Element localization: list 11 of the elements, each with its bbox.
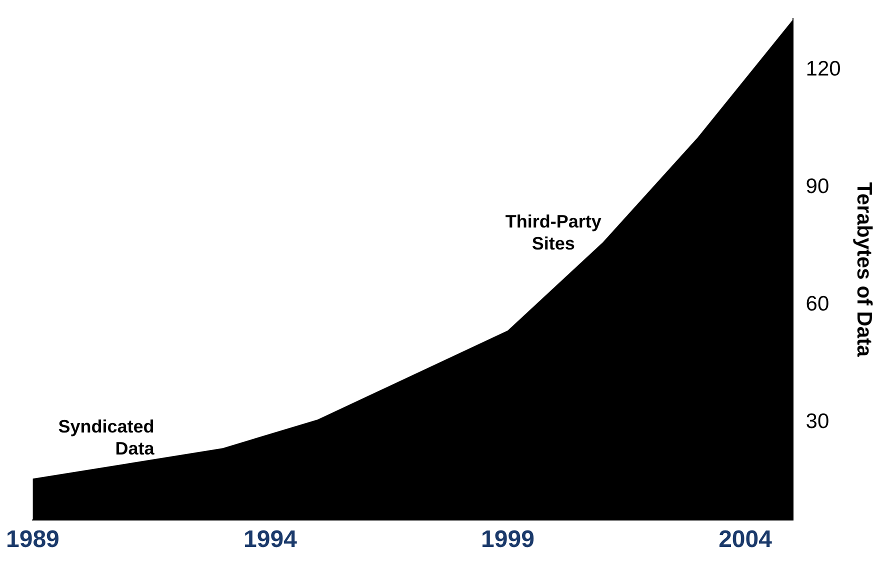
y-axis-title: Terabytes of Data [852, 182, 876, 358]
x-tick-label: 1994 [244, 526, 298, 554]
x-tick-label: 1989 [6, 526, 60, 554]
y-tick-label: 60 [806, 292, 830, 316]
y-tick-label: 30 [806, 410, 830, 434]
annotation: Syndicated Data [58, 416, 156, 458]
x-tick-label: 1999 [481, 526, 534, 554]
annotation: Third-Party Sites [505, 211, 602, 254]
y-tick-label: 90 [806, 174, 830, 198]
y-tick-label: 120 [806, 57, 841, 80]
x-tick-label: 2004 [718, 526, 773, 554]
